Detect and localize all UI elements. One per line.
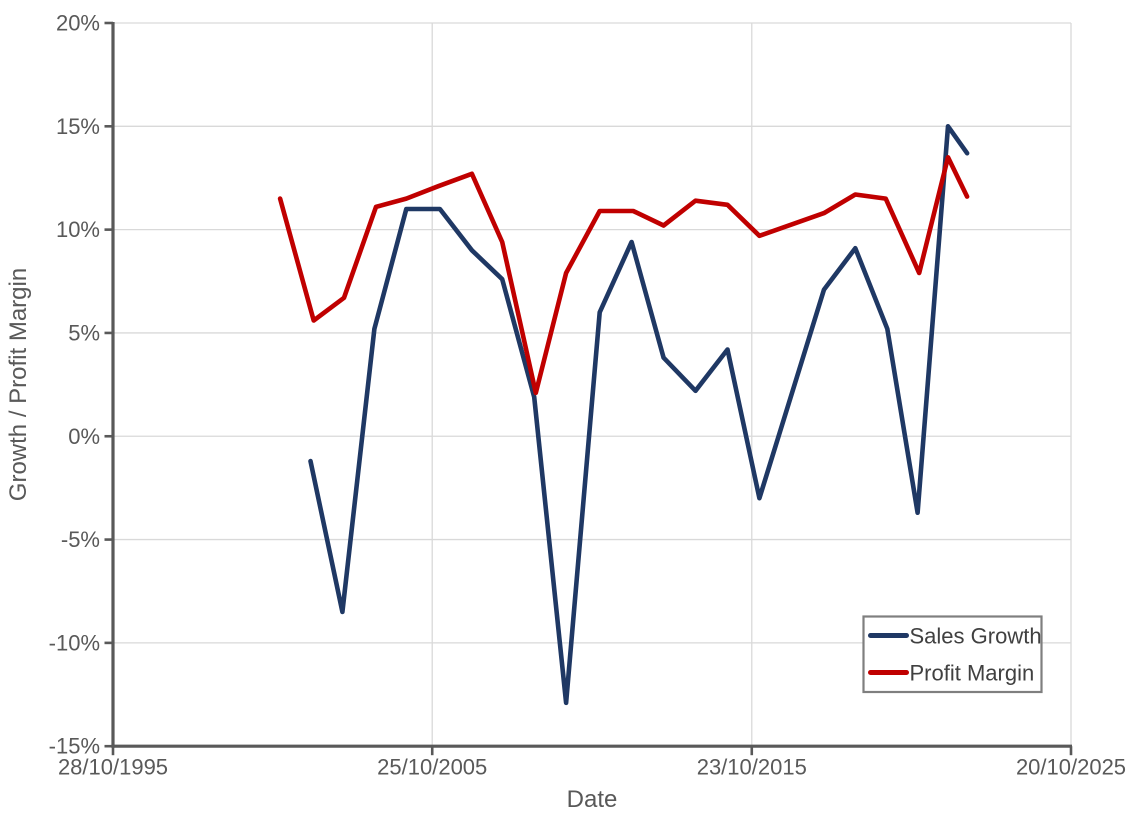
legend-label-profit-margin: Profit Margin [910, 661, 1035, 686]
legend: Sales Growth Profit Margin [862, 615, 1043, 694]
series-lines [277, 124, 970, 706]
y-tick-label: 15% [56, 114, 100, 139]
axes [104, 21, 1073, 756]
profit-margin-line [277, 155, 970, 396]
y-tick-label: -10% [49, 630, 100, 655]
y-tick-label: 10% [56, 217, 100, 242]
x-tick-label: 23/10/2015 [697, 755, 807, 780]
y-tick-label: 0% [68, 424, 100, 449]
y-axis-title: Growth / Profit Margin [5, 268, 32, 501]
x-tick-label: 20/10/2025 [1016, 755, 1126, 780]
y-tick-label: 5% [68, 320, 100, 345]
y-tick-label: -5% [61, 527, 100, 552]
x-tick-label: 28/10/1995 [58, 755, 168, 780]
y-tick-label: -15% [49, 734, 100, 759]
x-axis-title: Date [567, 786, 618, 813]
legend-label-sales-growth: Sales Growth [910, 624, 1042, 649]
y-tick-label: 20% [56, 11, 100, 36]
sales-growth-line [308, 124, 970, 706]
legend-box [862, 615, 1043, 694]
gridlines [113, 22, 1072, 747]
axis-tick-labels: 20% 15% 10% 5% 0% -5% -10% -15%28/10/1995 25/10/… [49, 11, 1126, 780]
x-tick-label: 25/10/2005 [377, 755, 487, 780]
